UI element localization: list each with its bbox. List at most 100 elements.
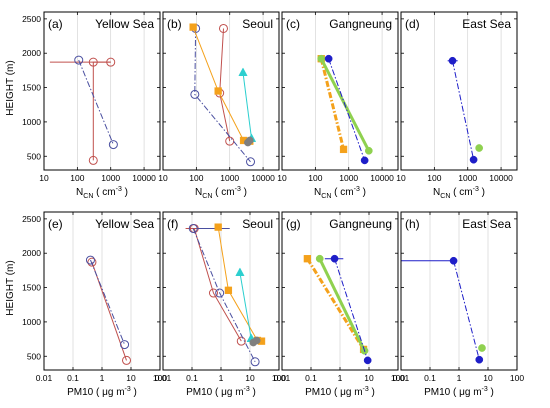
y-axis-label-bottom: HEIGHT (m) <box>5 260 16 315</box>
x-tick-label: 1000 <box>101 173 120 183</box>
y-tick-label: 1500 <box>22 83 41 93</box>
x-tick-label: 0.01 <box>393 373 410 383</box>
data-point <box>218 23 228 33</box>
panel-title: Seoul <box>242 17 273 31</box>
series-line <box>194 28 251 163</box>
panel-h: 0.01 0.1 1 10 100 (h) East Sea PM10 ( μg m-3 ) <box>393 211 524 398</box>
series-2 <box>324 54 369 165</box>
series-line <box>328 58 366 161</box>
panel-title: East Sea <box>462 17 511 31</box>
panel-label: (c) <box>286 17 300 31</box>
panel-title: Gangneung <box>329 17 392 31</box>
y-tick-label: 1500 <box>22 283 41 293</box>
x-tick-label: 10 <box>158 173 168 183</box>
series-2 <box>324 254 372 365</box>
y-tick-label: 500 <box>27 151 41 161</box>
panel-c: 10 100 1000 10000 (c) Gangneung NCN ( cm-3 ) <box>277 11 399 200</box>
series-3 <box>238 67 257 142</box>
data-point <box>449 256 458 265</box>
panel-g: 0.01 0.1 1 10 100 (g) Gangneung PM10 ( μg m-3 ) <box>274 211 405 398</box>
x-tick-label: 1 <box>457 373 462 383</box>
data-point <box>448 56 457 65</box>
data-point <box>469 155 478 164</box>
x-tick-label: 1000 <box>220 173 239 183</box>
series-0 <box>447 56 478 164</box>
x-tick-label: 100 <box>391 373 405 383</box>
panels-group: 500 1000 1500 2000 2500 10 100 1000 10000 (a) Yell… <box>22 11 524 398</box>
data-point <box>235 267 245 277</box>
series-line <box>334 258 369 361</box>
panel-d: 10 100 1000 10000 (d) East Sea NCN ( cm-3 ) <box>396 11 518 200</box>
data-point <box>215 288 225 298</box>
x-tick-label: 10000 <box>370 173 394 183</box>
series-line <box>306 257 365 351</box>
series-line <box>239 272 252 339</box>
data-point <box>188 223 198 233</box>
series-line <box>92 61 111 161</box>
x-tick-label: 10 <box>277 173 287 183</box>
x-axis-label-c: NCN ( cm-3 ) <box>314 186 366 200</box>
data-point <box>236 336 246 346</box>
data-point <box>190 89 200 99</box>
series-1 <box>478 344 486 352</box>
data-point <box>330 254 339 263</box>
panel-title: Yellow Sea <box>95 217 154 231</box>
x-tick-label: 10000 <box>489 173 513 183</box>
series-1 <box>315 254 369 355</box>
data-point <box>224 286 233 294</box>
data-point <box>363 356 372 365</box>
x-tick-label: 100 <box>308 173 322 183</box>
x-tick-label: 1000 <box>339 173 358 183</box>
x-axis-label-d: NCN ( cm-3 ) <box>433 186 485 200</box>
panel-frame <box>43 211 161 371</box>
panel-frame <box>162 211 280 371</box>
data-point <box>208 288 218 298</box>
data-point <box>108 140 118 150</box>
data-point <box>122 355 132 365</box>
series-1 <box>188 223 260 367</box>
panel-frame <box>400 11 518 171</box>
data-point <box>245 136 254 145</box>
x-tick-label: 10000 <box>251 173 275 183</box>
data-point <box>120 340 130 350</box>
series-line <box>192 228 256 363</box>
data-point <box>74 55 84 65</box>
series-0 <box>185 223 246 346</box>
data-point <box>88 155 98 165</box>
panel-title: Yellow Sea <box>95 17 154 31</box>
data-point <box>360 156 369 165</box>
data-point <box>475 144 483 152</box>
data-point <box>339 145 348 154</box>
panel-label: (g) <box>286 217 301 231</box>
x-axis-label-g: PM10 ( μg m-3 ) <box>305 386 375 398</box>
data-point <box>364 146 373 155</box>
data-point <box>87 257 97 267</box>
x-tick-label: 100 <box>189 173 203 183</box>
x-tick-label: 1 <box>219 373 224 383</box>
x-tick-label: 100 <box>70 173 84 183</box>
x-axis-label-f: PM10 ( μg m-3 ) <box>186 386 256 398</box>
panel-label: (h) <box>405 217 420 231</box>
x-tick-label: 0.1 <box>186 373 198 383</box>
panel-title: Seoul <box>242 217 273 231</box>
x-tick-label: 10 <box>126 373 136 383</box>
panel-label: (a) <box>48 17 63 31</box>
x-tick-label: 0.01 <box>155 373 172 383</box>
series-1 <box>85 255 130 350</box>
y-tick-label: 1000 <box>22 117 41 127</box>
x-tick-label: 1000 <box>458 173 477 183</box>
x-tick-label: 100 <box>510 373 524 383</box>
series-1 <box>74 55 118 150</box>
data-point <box>88 57 98 67</box>
panel-frame <box>400 211 518 371</box>
y-tick-label: 2000 <box>22 248 41 258</box>
data-point <box>324 54 333 63</box>
y-tick-label: 2500 <box>22 14 41 24</box>
series-line <box>219 28 231 142</box>
data-point <box>189 23 197 31</box>
data-point <box>214 87 222 95</box>
x-tick-label: 100 <box>272 373 286 383</box>
x-tick-label: 0.01 <box>36 373 53 383</box>
panel-f: 0.01 0.1 1 10 100 (f) Seoul PM10 ( μg m-3 ) <box>155 211 286 398</box>
series-1 <box>475 144 483 152</box>
